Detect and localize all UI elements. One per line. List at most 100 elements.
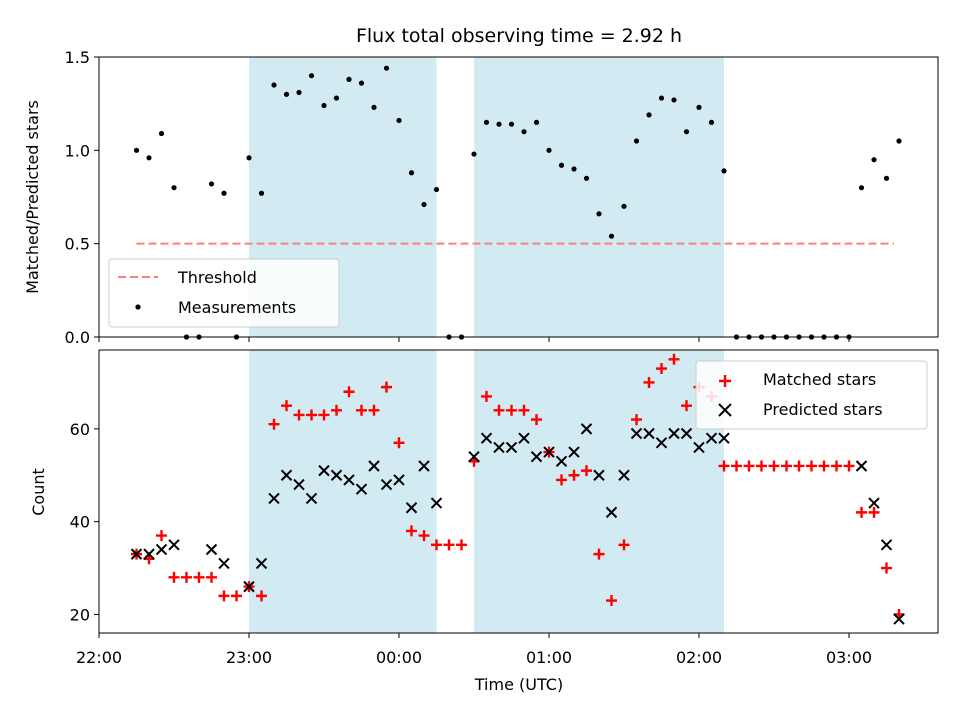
bottom-ytick-label-2: 60	[70, 420, 90, 439]
x-axis-label: Time (UTC)	[474, 675, 563, 694]
predicted-stars-point	[130, 548, 143, 560]
bottom-axis: 20 40 60	[70, 420, 850, 638]
top-plot-frame	[98, 56, 939, 338]
measurements-point	[271, 82, 277, 88]
predicted-stars-point	[155, 543, 168, 556]
measurements-point	[546, 147, 552, 153]
top-shaded-intervals	[249, 57, 724, 337]
measurements-point	[258, 190, 265, 196]
measurements-point	[158, 130, 165, 137]
measurements-point	[508, 121, 515, 127]
bottom-y-axis-label: Count	[29, 468, 48, 516]
predicted-stars-point	[143, 548, 155, 560]
matched-stars-point	[268, 418, 280, 430]
legend-measurements-label: Measurements	[178, 298, 296, 317]
matched-stars-point	[518, 404, 530, 416]
matched-stars-point	[631, 414, 642, 426]
predicted-stars-point	[718, 432, 730, 444]
predicted-stars-point	[168, 539, 180, 551]
legend-threshold-label: Threshold	[177, 268, 257, 287]
measurements-point	[608, 233, 615, 239]
matched-stars-point	[393, 437, 405, 449]
predicted-stars-point	[868, 497, 880, 509]
matched-stars-point	[218, 590, 230, 602]
predicted-stars-point	[480, 432, 493, 444]
measurements-point	[621, 203, 627, 209]
measurements-point	[246, 155, 252, 161]
predicted-stars-point	[893, 613, 905, 625]
measurements-point	[708, 119, 715, 125]
matched-stars-point	[256, 590, 267, 602]
matched-stars-point	[231, 590, 242, 602]
bottom-shaded-intervals	[249, 350, 724, 633]
predicted-stars-point	[580, 423, 593, 435]
top-panel: 0.0 0.5 1.0 1.5 Matched/Predicted stars Thr…	[23, 48, 939, 347]
measurements-point	[683, 129, 690, 135]
top-ytick-label-1: 0.5	[65, 235, 90, 254]
matched-stars-point	[156, 530, 167, 542]
legend-matched-label: Matched stars	[763, 370, 876, 389]
predicted-stars-point	[405, 502, 418, 514]
measurements-point	[583, 175, 590, 181]
measurements-point	[533, 119, 540, 125]
measurements-point	[571, 166, 577, 172]
matched-stars-point	[318, 409, 330, 421]
measurements-point	[296, 89, 302, 96]
bottom-ytick-label-1: 40	[70, 513, 90, 532]
measurements-point	[208, 181, 215, 187]
measurements-point	[346, 76, 352, 82]
predicted-stars-point	[618, 469, 630, 481]
predicted-stars-point	[655, 437, 668, 449]
bottom-panel: 20 40 60 Count 22:00 23:00 00:00 01:00 02:00 03…	[29, 349, 939, 694]
predicted-stars-point	[243, 580, 255, 593]
predicted-stars-point	[630, 427, 643, 440]
matched-stars-point	[618, 539, 630, 551]
matched-stars-point	[493, 404, 505, 416]
measurements-point	[696, 104, 702, 110]
matched-stars-point	[856, 506, 867, 518]
measurements-point	[646, 112, 652, 118]
bottom-ytick-label-0: 20	[70, 605, 90, 624]
matched-stars-point	[593, 548, 605, 560]
measurements-point	[721, 168, 727, 174]
matched-stars-point	[793, 460, 805, 472]
top-shade-1	[474, 57, 724, 337]
predicted-stars-point	[318, 464, 330, 477]
predicted-stars-point	[643, 427, 655, 440]
measurements-point	[308, 73, 315, 79]
matched-stars-point	[843, 460, 855, 472]
measurements-point	[333, 95, 340, 101]
top-legend: Threshold Measurements	[108, 258, 340, 328]
measurements-point	[596, 211, 602, 217]
matched-stars-point	[668, 353, 680, 365]
x-tick-label-0: 22:00	[76, 648, 122, 667]
matched-stars-point	[181, 571, 192, 583]
top-ytick-label-2: 1.0	[65, 141, 90, 160]
predicted-stars-point	[305, 492, 318, 505]
matched-stars-point	[768, 460, 780, 472]
predicted-stars-point	[668, 427, 680, 440]
measurements-point	[408, 170, 415, 176]
predicted-stars-point	[518, 432, 530, 444]
predicted-stars-point	[418, 460, 430, 472]
matched-stars-point	[831, 460, 842, 472]
legend-predicted-marker	[718, 403, 732, 417]
bottom-shade-0	[249, 350, 437, 633]
matched-stars-point	[343, 386, 355, 398]
measurements-point	[383, 65, 390, 71]
predicted-stars-point	[293, 478, 305, 491]
measurements-point	[871, 157, 877, 163]
legend-measurements-marker	[135, 304, 141, 310]
predicted-stars-point	[693, 441, 705, 454]
measurements-point	[521, 129, 527, 135]
legend-matched-marker	[719, 375, 731, 387]
predicted-stars-point	[593, 469, 605, 481]
measurements-point	[171, 185, 177, 191]
top-legend-box	[108, 258, 340, 328]
predicted-stars-point	[468, 450, 480, 463]
chart-title: Flux total observing time = 2.92 h	[356, 25, 682, 47]
predicted-stars-point	[705, 432, 718, 444]
matched-stars-point	[868, 506, 880, 518]
matched-stars-point	[406, 525, 417, 537]
